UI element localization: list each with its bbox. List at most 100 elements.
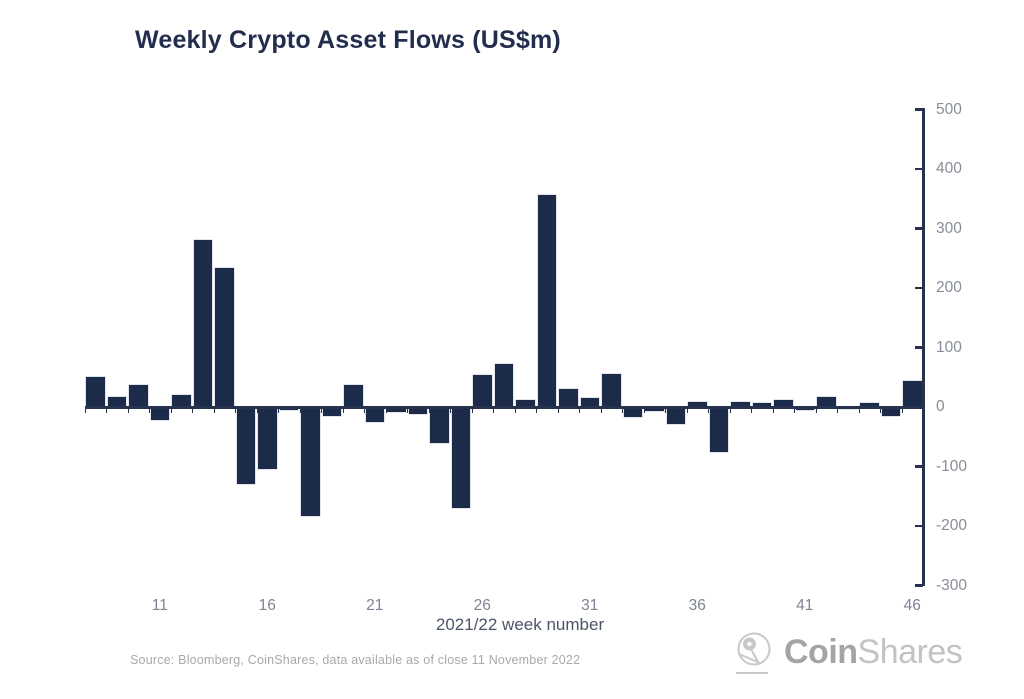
bar-week-30 <box>559 389 578 407</box>
y-axis-label: 500 <box>936 100 962 118</box>
bar-week-21 <box>365 407 385 423</box>
x-axis-tick <box>557 408 559 413</box>
bar-week-42 <box>817 397 836 407</box>
bar-week-18 <box>301 407 320 516</box>
y-axis-line <box>922 108 925 586</box>
x-axis-label: 11 <box>151 597 168 614</box>
x-axis-tick <box>213 408 215 413</box>
y-axis-label: -200 <box>936 517 968 534</box>
y-axis-tick <box>915 524 923 528</box>
x-axis-label: 36 <box>688 597 706 614</box>
x-axis-label: 16 <box>258 597 276 614</box>
y-axis-label: 300 <box>936 219 962 237</box>
logo-text-shares: Shares <box>857 632 963 671</box>
bar-week-11 <box>150 407 170 421</box>
x-axis-tick <box>428 408 430 413</box>
x-axis-tick <box>385 408 387 413</box>
bar-week-27 <box>494 364 514 407</box>
x-axis-tick <box>923 408 925 413</box>
x-axis-line <box>85 405 925 409</box>
x-axis-tick <box>407 408 409 413</box>
x-axis-tick <box>901 408 903 413</box>
x-axis-label: 21 <box>366 597 384 614</box>
x-axis-label: 46 <box>903 597 921 614</box>
bar-week-34 <box>645 407 664 411</box>
bar-week-15 <box>236 407 256 485</box>
x-axis-tick <box>364 408 366 413</box>
bar-week-13 <box>193 240 213 407</box>
bar-week-31 <box>580 398 600 407</box>
bar-week-37 <box>709 407 729 452</box>
coinshares-logo-icon <box>728 626 784 678</box>
bar-week-26 <box>473 374 492 407</box>
x-axis-tick <box>192 408 194 413</box>
source-note: Source: Bloomberg, CoinShares, data avai… <box>130 653 581 667</box>
x-axis-tick <box>579 408 581 413</box>
coinshares-logo: Coin Shares <box>728 624 963 680</box>
bar-week-39 <box>752 403 772 407</box>
bar-week-22 <box>387 407 406 412</box>
y-axis-tick <box>915 346 923 349</box>
x-axis-tick <box>751 408 753 413</box>
x-axis-label: 31 <box>581 597 599 614</box>
bar-week-12 <box>172 394 191 407</box>
logo-text-coin: Coin <box>784 632 858 671</box>
x-axis-tick <box>106 408 108 413</box>
x-axis-tick <box>772 408 774 413</box>
x-axis-tick <box>493 408 495 413</box>
y-axis-tick <box>915 465 923 468</box>
bar-week-20 <box>344 384 363 407</box>
x-axis-tick <box>342 408 344 413</box>
y-axis-tick <box>915 405 923 409</box>
bar-week-45 <box>881 407 901 416</box>
y-axis-label: 100 <box>936 338 962 356</box>
bar-week-24 <box>430 407 449 443</box>
bar-week-33 <box>623 407 643 417</box>
bar-week-38 <box>731 401 750 407</box>
x-axis-tick <box>471 408 473 413</box>
bar-week-14 <box>215 267 234 407</box>
bar-week-8 <box>86 377 105 407</box>
x-axis-tick <box>708 408 710 413</box>
bar-week-44 <box>860 403 879 407</box>
x-axis-tick <box>815 408 817 413</box>
bar-week-46 <box>903 380 922 407</box>
bar-week-36 <box>688 401 707 407</box>
y-axis-label: -300 <box>936 576 968 594</box>
bar-week-29 <box>537 195 557 407</box>
y-axis-tick <box>915 286 923 290</box>
x-axis-tick <box>235 408 237 413</box>
bar-week-19 <box>322 407 342 416</box>
x-axis-title: 2021/22 week number <box>435 615 605 634</box>
x-axis-tick <box>256 408 258 413</box>
bar-week-9 <box>107 397 127 407</box>
y-axis-tick <box>915 584 923 587</box>
x-axis-tick <box>686 408 688 413</box>
bar-week-32 <box>602 374 621 407</box>
x-axis-tick <box>84 408 86 413</box>
y-axis-tick <box>915 108 923 111</box>
x-axis-tick <box>127 408 129 413</box>
chart-title: Weekly Crypto Asset Flows (US$m) <box>135 26 561 54</box>
x-axis-tick <box>278 408 280 413</box>
y-axis-tick <box>915 227 923 230</box>
x-axis-tick <box>450 408 452 413</box>
y-axis-label: -100 <box>936 457 968 475</box>
bar-week-23 <box>408 407 428 415</box>
x-axis-label: 41 <box>796 597 814 614</box>
x-axis-tick <box>858 408 860 413</box>
y-axis-label: 400 <box>936 160 962 177</box>
x-axis-tick <box>149 408 151 413</box>
y-axis-label: 200 <box>936 279 962 296</box>
x-axis-tick <box>321 408 323 413</box>
bar-week-28 <box>516 400 535 407</box>
bar-week-35 <box>666 407 686 425</box>
y-axis-label: 0 <box>936 398 945 415</box>
x-axis-tick <box>622 408 624 413</box>
bar-week-16 <box>258 407 277 470</box>
x-axis-tick <box>665 408 667 413</box>
x-axis-tick <box>299 408 301 413</box>
bar-week-25 <box>451 407 471 509</box>
x-axis-tick <box>536 408 538 413</box>
